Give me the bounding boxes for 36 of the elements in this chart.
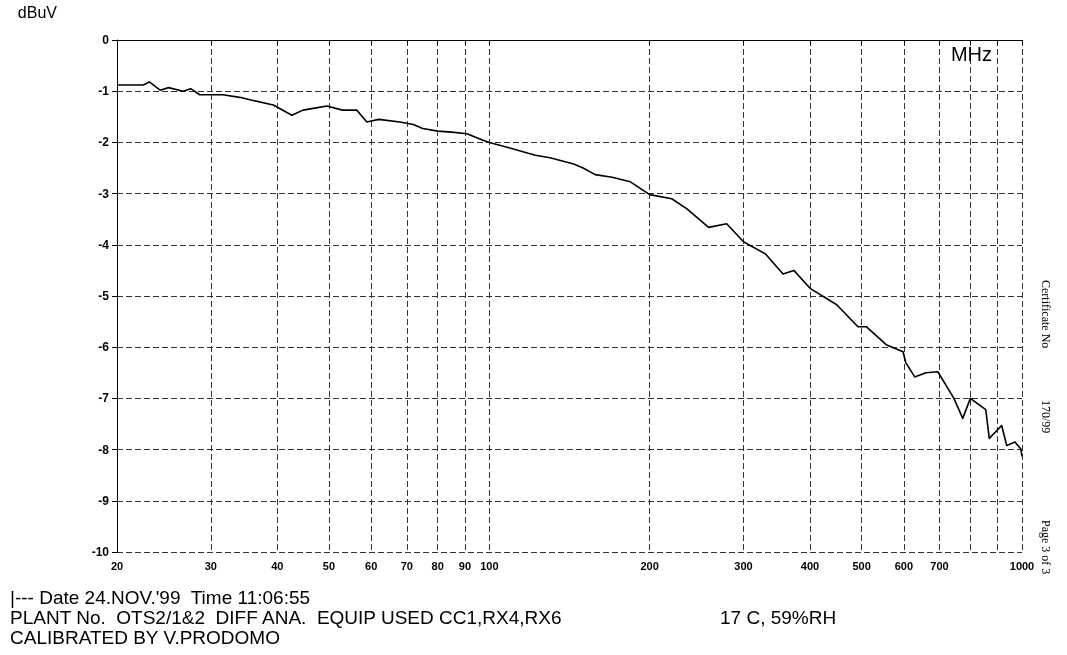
y-tick-label: -6	[98, 340, 110, 355]
x-tick-label: 300	[734, 559, 753, 572]
y-tick-label: 0	[102, 33, 110, 47]
x-tick-label: 80	[431, 559, 444, 572]
y-tick-label: -4	[98, 237, 110, 252]
y-tick-label: -10	[91, 545, 110, 559]
y-tick-label: -2	[98, 135, 110, 150]
x-tick-label: 20	[110, 559, 124, 572]
x-tick-label: 90	[458, 559, 472, 572]
x-tick-label: 50	[322, 559, 336, 572]
x-axis-title: MHz	[950, 43, 992, 65]
x-tick-label: 1000	[1009, 559, 1035, 572]
text: 170/99	[1039, 400, 1053, 434]
y-tick-label: -8	[98, 442, 110, 457]
x-tick-label: 60	[365, 559, 378, 572]
x-tick-label: 100	[480, 559, 499, 572]
x-tick-label: 700	[930, 559, 949, 572]
x-tick-label: 40	[271, 559, 284, 572]
text: Page 3 of 3	[1039, 520, 1053, 575]
x-tick-label: 600	[894, 559, 914, 572]
text: 17 C, 59%RH	[720, 607, 837, 628]
x-tick-label: 30	[204, 559, 217, 572]
text: CALIBRATED BY V.PRODOMO	[10, 627, 280, 648]
text: |--- Date 24.NOV.'99 Time 11:06:55	[10, 587, 311, 608]
x-tick-label: 400	[800, 559, 820, 572]
y-tick-label: -7	[98, 391, 110, 406]
x-tick-label: 70	[400, 559, 413, 572]
y-tick-label: -1	[98, 84, 110, 99]
x-tick-label: 200	[640, 559, 659, 572]
x-tick-label: 500	[852, 559, 871, 572]
y-axis-title: dBuV	[17, 3, 58, 21]
y-tick-label: -9	[98, 493, 110, 508]
y-tick-label: -5	[98, 289, 110, 303]
y-tick-label: -3	[98, 186, 110, 201]
text: Certificate No	[1039, 280, 1053, 349]
text: PLANT No. OTS2/1&2 DIFF ANA. EQUIP USED CC1,RX4,RX6	[10, 607, 562, 628]
